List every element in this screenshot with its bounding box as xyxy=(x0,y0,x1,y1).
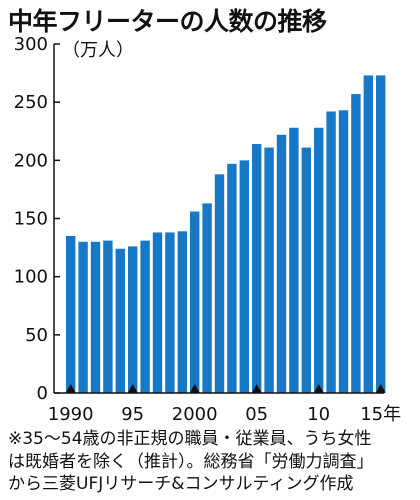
note-line-3: から三菱UFJリサーチ&コンサルティング作成 xyxy=(8,474,354,494)
bar-2006 xyxy=(264,147,274,393)
bar-2013 xyxy=(351,94,361,394)
bar-2012 xyxy=(338,110,349,393)
y-tick-label-50: 50 xyxy=(25,325,48,346)
y-tick-label-100: 100 xyxy=(14,267,48,288)
bar-1994 xyxy=(115,248,125,393)
x-tick-marker-1990 xyxy=(65,384,76,393)
bar-2004 xyxy=(239,160,249,393)
y-tick-label-300: 300 xyxy=(14,34,48,55)
bar-2007 xyxy=(276,134,287,394)
y-tick-label-200: 200 xyxy=(14,150,48,171)
bars xyxy=(66,75,386,394)
x-tick-marker-2005 xyxy=(251,384,262,393)
bar-2001 xyxy=(202,203,212,393)
bar-1996 xyxy=(140,240,150,393)
bar-1991 xyxy=(78,241,88,393)
bar-1995 xyxy=(128,246,138,393)
bar-1998 xyxy=(165,232,175,393)
x-tick-marker-1995 xyxy=(127,384,138,393)
bar-2015 xyxy=(376,75,386,393)
bar-2002 xyxy=(214,174,225,393)
source-note: ※35～54歳の非正規の職員・従業員、うち女性 は既婚者を除く（推計）。総務省「… xyxy=(8,428,414,496)
bar-2008 xyxy=(289,127,299,393)
bar-2000 xyxy=(190,211,200,393)
bar-2010 xyxy=(314,127,324,393)
bar-1997 xyxy=(152,232,163,393)
x-tick-label-2010: 10 xyxy=(307,404,330,425)
y-tick-label-0: 0 xyxy=(37,383,48,404)
note-line-2: は既婚者を除く（推計）。総務省「労働力調査」 xyxy=(8,451,374,472)
x-tick-marker-2010 xyxy=(313,384,324,393)
bar-2005 xyxy=(252,144,262,393)
bar-2014 xyxy=(363,75,373,393)
y-axis-unit: （万人） xyxy=(62,40,134,61)
x-tick-label-2015: 15年 xyxy=(360,404,401,425)
bar-chart: 0 50 100 150 200 250 300 1990 95 2000 05 10 15年 xyxy=(14,34,402,425)
x-tick-label-2000: 2000 xyxy=(172,404,218,425)
bar-2009 xyxy=(301,147,311,393)
x-tick-marker-2015 xyxy=(375,384,386,393)
bar-1990 xyxy=(66,235,76,393)
x-tick-label-2005: 05 xyxy=(245,404,268,425)
x-axis: 1990 95 2000 05 10 15年 xyxy=(48,384,401,425)
x-tick-label-1995: 95 xyxy=(121,404,144,425)
y-axis: 0 50 100 150 200 250 300 xyxy=(14,34,60,404)
y-tick-label-150: 150 xyxy=(14,209,48,230)
chart-title: 中年フリーターの人数の推移 xyxy=(8,7,327,36)
y-tick-label-250: 250 xyxy=(14,92,48,113)
bar-2003 xyxy=(227,163,237,393)
bar-1992 xyxy=(90,241,101,393)
bar-1999 xyxy=(177,231,187,393)
note-line-1: ※35～54歳の非正規の職員・従業員、うち女性 xyxy=(8,429,372,449)
x-tick-marker-2000 xyxy=(189,384,200,393)
bar-1993 xyxy=(103,240,113,393)
bar-2011 xyxy=(326,111,336,394)
x-tick-label-1990: 1990 xyxy=(48,404,94,425)
